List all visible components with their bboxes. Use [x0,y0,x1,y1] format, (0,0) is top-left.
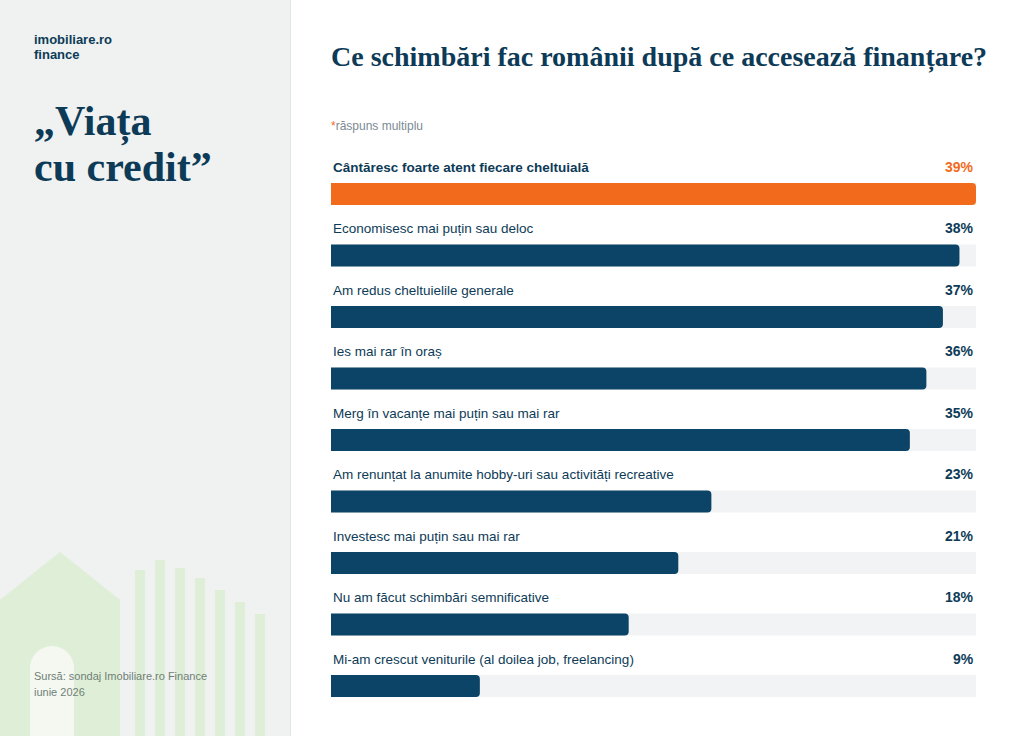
html-text:iunie 2026: iunie 2026 [34,686,85,698]
svg-text:35%: 35% [945,405,974,421]
svg-text:18%: 18% [945,589,974,605]
html-text:cu credit”: cu credit” [34,144,212,190]
html-text:finance: finance [34,47,80,62]
svg-text:9%: 9% [953,651,974,667]
svg-text:23%: 23% [945,466,974,482]
svg-text:Am redus cheltuielile generale: Am redus cheltuielile generale [333,283,514,298]
svg-text:36%: 36% [945,343,974,359]
svg-text:Am renunțat la anumite hobby-u: Am renunțat la anumite hobby-uri sau act… [333,467,674,482]
html-text:Sursă: sondaj Imobiliare.ro Fi: Sursă: sondaj Imobiliare.ro Finance [34,670,207,682]
svg-text:Ies mai rar în oraș: Ies mai rar în oraș [333,344,442,359]
html-text:Ce schimbări fac românii după: Ce schimbări fac românii după ce accesea… [331,41,988,72]
html-text:* răspuns multiplu: * răspuns multiplu [331,119,423,133]
svg-text:39%: 39% [945,159,974,175]
svg-text:Nu am făcut schimbări semnific: Nu am făcut schimbări semnificative [333,590,549,605]
svg-text:Merg în vacanțe mai puțin sau: Merg în vacanțe mai puțin sau mai rar [333,406,560,421]
svg-text:Investesc mai puțin sau mai ra: Investesc mai puțin sau mai rar [333,529,520,544]
svg-text:Economisesc mai puțin sau delo: Economisesc mai puțin sau deloc [333,221,534,236]
svg-text:21%: 21% [945,528,974,544]
html-text:imobiliare.ro: imobiliare.ro [34,32,112,47]
html-text:„Viața: „Viața [34,98,152,144]
svg-text:38%: 38% [945,220,974,236]
svg-text:Cântăresc foarte atent fiecare: Cântăresc foarte atent fiecare cheltuial… [333,160,589,175]
svg-text:37%: 37% [945,282,974,298]
svg-text:Mi-am crescut veniturile (al d: Mi-am crescut veniturile (al doilea job,… [333,652,634,667]
